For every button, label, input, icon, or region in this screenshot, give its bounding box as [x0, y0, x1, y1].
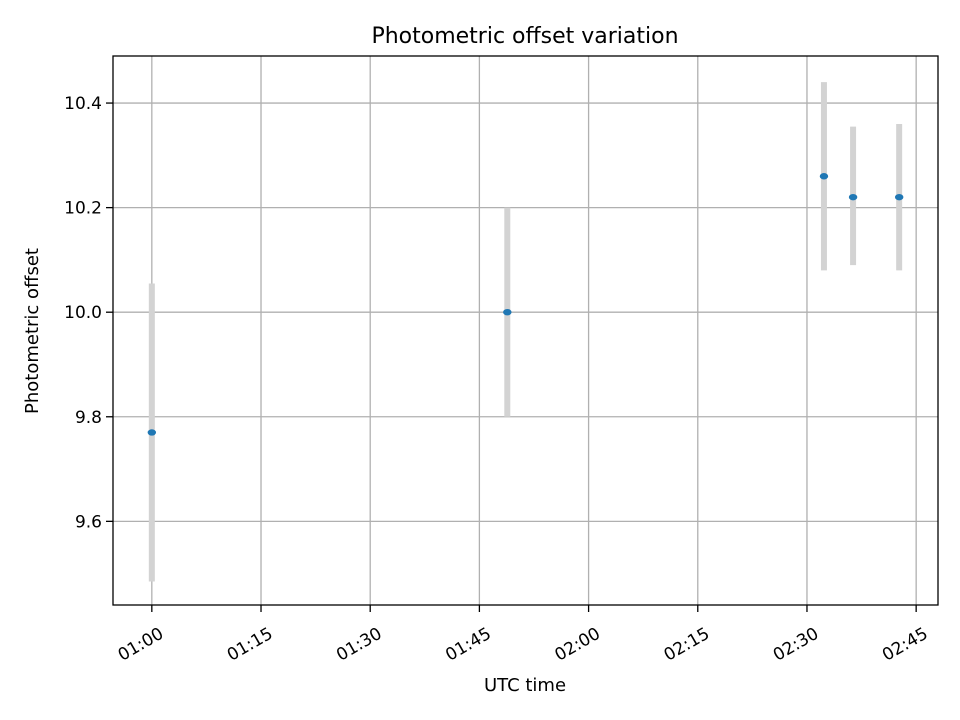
x-tick-label: 01:15 — [224, 624, 276, 666]
x-tick-label: 02:45 — [879, 624, 931, 666]
data-points — [147, 173, 904, 436]
grid-lines — [113, 56, 938, 605]
y-axis-ticks: 9.6 9.8 10.0 10.2 10.4 — [64, 94, 113, 532]
x-tick-label: 01:45 — [442, 624, 494, 666]
x-axis-ticks: 01:00 01:15 01:30 01:45 02:00 02:15 02:30 02:45 — [115, 605, 931, 666]
y-tick-label: 9.8 — [75, 408, 102, 428]
error-bars — [148, 82, 903, 582]
y-tick-label: 10.4 — [64, 94, 102, 114]
data-point — [848, 193, 858, 201]
data-point — [147, 429, 157, 436]
y-axis-label: Photometric offset — [22, 248, 43, 414]
data-point — [894, 193, 904, 201]
x-axis-label: UTC time — [484, 675, 566, 696]
x-tick-label: 02:30 — [770, 624, 822, 666]
plot-frame — [112, 55, 939, 606]
chart-title: Photometric offset variation — [371, 24, 678, 49]
x-tick-label: 02:00 — [551, 624, 603, 666]
data-point — [819, 173, 829, 180]
y-tick-label: 9.6 — [75, 512, 102, 532]
x-tick-label: 01:30 — [333, 624, 385, 666]
y-tick-label: 10.0 — [64, 303, 102, 323]
data-point — [503, 309, 512, 316]
y-tick-label: 10.2 — [64, 199, 102, 219]
x-tick-label: 02:15 — [661, 624, 713, 666]
x-tick-label: 01:00 — [115, 624, 167, 666]
